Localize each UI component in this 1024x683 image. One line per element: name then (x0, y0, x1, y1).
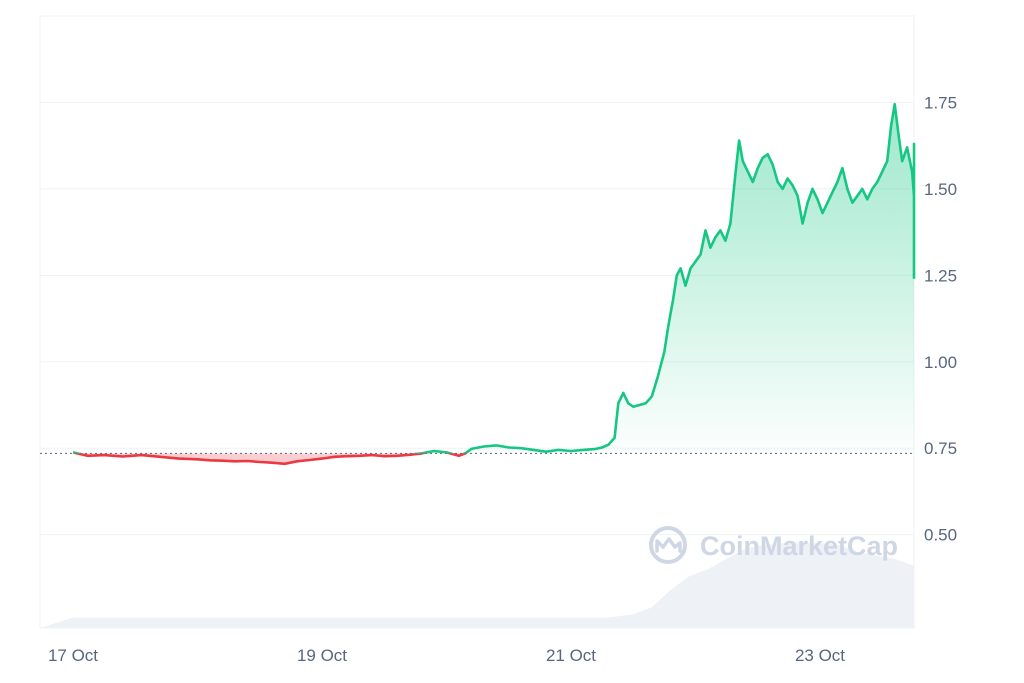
y-axis: 0.50 0.75 1.00 1.25 1.50 1.75 (924, 93, 957, 544)
y-tick-label: 1.50 (924, 180, 957, 199)
y-tick-label: 1.00 (924, 353, 957, 372)
volume-area (40, 542, 914, 628)
y-tick-label: 1.75 (924, 93, 957, 112)
price-area (73, 104, 914, 464)
watermark-text: CoinMarketCap (700, 531, 898, 561)
price-line (72, 102, 916, 466)
volume-shape (40, 542, 914, 628)
coinmarketcap-logo-icon (649, 526, 687, 564)
y-tick-label: 0.75 (924, 439, 957, 458)
x-tick-label: 21 Oct (546, 646, 596, 665)
x-axis: 17 Oct 19 Oct 21 Oct 23 Oct (48, 646, 845, 665)
x-tick-label: 17 Oct (48, 646, 98, 665)
x-tick-label: 19 Oct (297, 646, 347, 665)
y-tick-label: 0.50 (924, 526, 957, 545)
price-line-up (72, 102, 916, 454)
price-area-up (73, 104, 914, 454)
coinmarketcap-watermark: CoinMarketCap (649, 526, 898, 564)
x-tick-label: 23 Oct (795, 646, 845, 665)
y-tick-label: 1.25 (924, 266, 957, 285)
price-area-down (73, 453, 914, 464)
